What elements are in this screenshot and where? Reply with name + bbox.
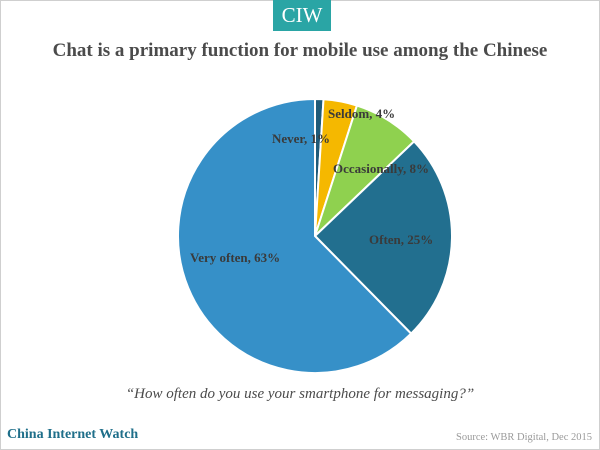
pie-slice-often [313,139,453,336]
survey-question: “How often do you use your smartphone fo… [125,386,475,402]
chart-title: Chat is a primary function for mobile us… [52,40,548,61]
brand-name: China Internet Watch [7,427,139,442]
pie-label-never: Never, 1% [272,131,330,146]
pie-slices [177,97,453,374]
pie-slice-very-often [177,97,413,374]
pie-label-often: Often, 25% [369,232,433,247]
ciw-badge: CIW [273,0,331,31]
pie-labels: Never, 1% Seldom, 4% Occasionally, 8% Often… [190,106,433,265]
pie-label-seldom: Seldom, 4% [328,106,395,121]
pie-label-very-often: Very often, 63% [190,250,280,265]
source-note: Source: WBR Digital, Dec 2015 [456,432,592,443]
pie-label-occasionally: Occasionally, 8% [333,161,429,176]
